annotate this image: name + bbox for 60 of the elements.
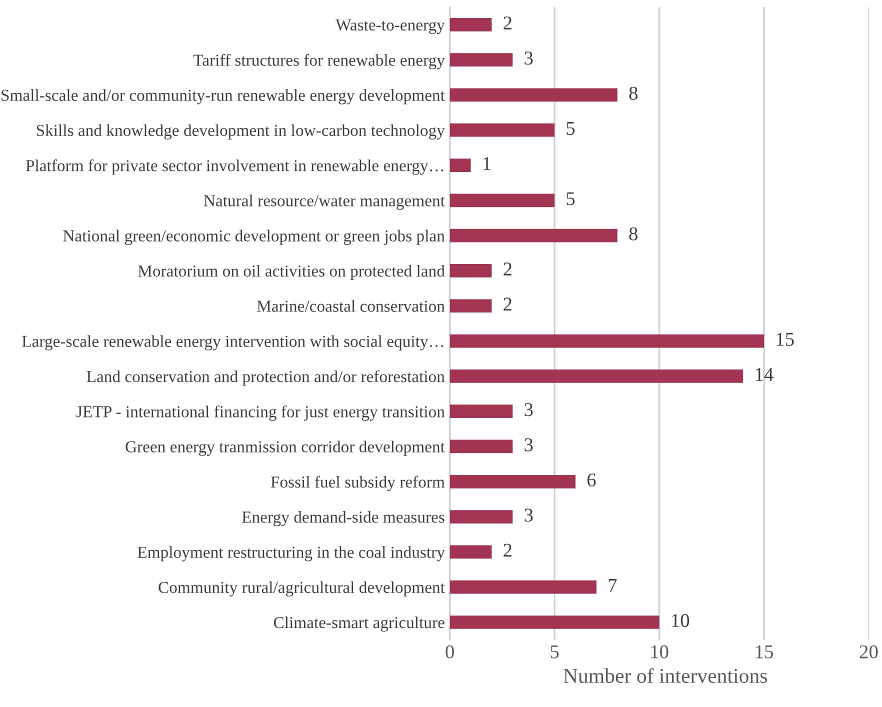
y-tick-label: Community rural/agricultural development [158, 581, 445, 596]
x-tick-label: 20 [860, 645, 878, 658]
data-label: 15 [776, 332, 794, 346]
y-tick-label: JETP - international financing for just energy transition [76, 405, 445, 421]
bar [450, 440, 513, 454]
bar [450, 616, 660, 629]
data-label: 3 [524, 438, 533, 452]
y-tick-label: Skills and knowledge development in low-carbon technology [36, 124, 445, 140]
x-axis-title: Number of interventions [564, 668, 767, 683]
y-tick-label: Marine/coastal conservation [257, 300, 445, 312]
bar [450, 545, 492, 559]
y-tick-label: Moratorium on oil activities on protected land [138, 264, 445, 280]
y-tick-label: Employment restructuring in the coal industry [138, 546, 445, 562]
bar [450, 158, 471, 172]
x-tick-label: 15 [756, 645, 773, 658]
y-tick-label: Waste-to-energy [336, 19, 445, 34]
bar [450, 404, 513, 418]
y-tick-label: Climate-smart agriculture [274, 616, 444, 632]
data-label: 5 [566, 122, 575, 135]
y-tick-label: Fossil fuel subsidy reform [270, 476, 445, 492]
data-label: 8 [629, 227, 638, 240]
data-label: 6 [587, 473, 596, 487]
data-label: 10 [672, 614, 690, 628]
data-label: 1 [484, 157, 490, 170]
data-label: 5 [566, 192, 575, 206]
y-tick-label: Platform for private sector involvement in renewable energy… [26, 159, 444, 175]
y-tick-label: Land conservation and protection and/or reforestation [86, 370, 445, 386]
data-label: 2 [504, 262, 512, 276]
data-label: 3 [524, 403, 533, 416]
y-tick-label: Tariff structures for renewable energy [193, 54, 445, 70]
bar [450, 580, 596, 594]
bar [450, 370, 744, 383]
bar [450, 299, 492, 313]
bar [450, 194, 555, 208]
data-label: 3 [524, 508, 533, 522]
data-label: 2 [504, 16, 512, 30]
bar [450, 53, 513, 66]
data-label: 7 [608, 579, 617, 592]
y-tick-label: National green/economic development or green jobs plan [63, 230, 445, 245]
bar [450, 474, 576, 488]
bar [450, 18, 492, 32]
y-tick-label: Large-scale renewable energy intervention with social equity… [22, 335, 444, 350]
y-tick-label: Natural resource/water management [204, 194, 445, 210]
y-tick-label: Energy demand-side measures [242, 511, 444, 526]
data-label: 8 [629, 86, 638, 100]
data-label: 2 [504, 544, 512, 557]
bar [450, 88, 618, 102]
bar [450, 228, 618, 242]
x-tick-label: 10 [651, 645, 668, 658]
bar [450, 510, 513, 524]
bar [450, 264, 492, 278]
bar [450, 123, 555, 137]
y-tick-label: Small-scale and/or community-run renewable energy development [2, 89, 445, 104]
bar [450, 334, 764, 348]
data-label: 3 [524, 52, 533, 65]
data-label: 2 [504, 298, 512, 311]
x-tick-label: 5 [550, 645, 559, 658]
x-tick-label: 0 [446, 645, 454, 658]
y-tick-label: Green energy tranmission corridor development [126, 440, 445, 456]
data-label: 14 [756, 368, 774, 381]
